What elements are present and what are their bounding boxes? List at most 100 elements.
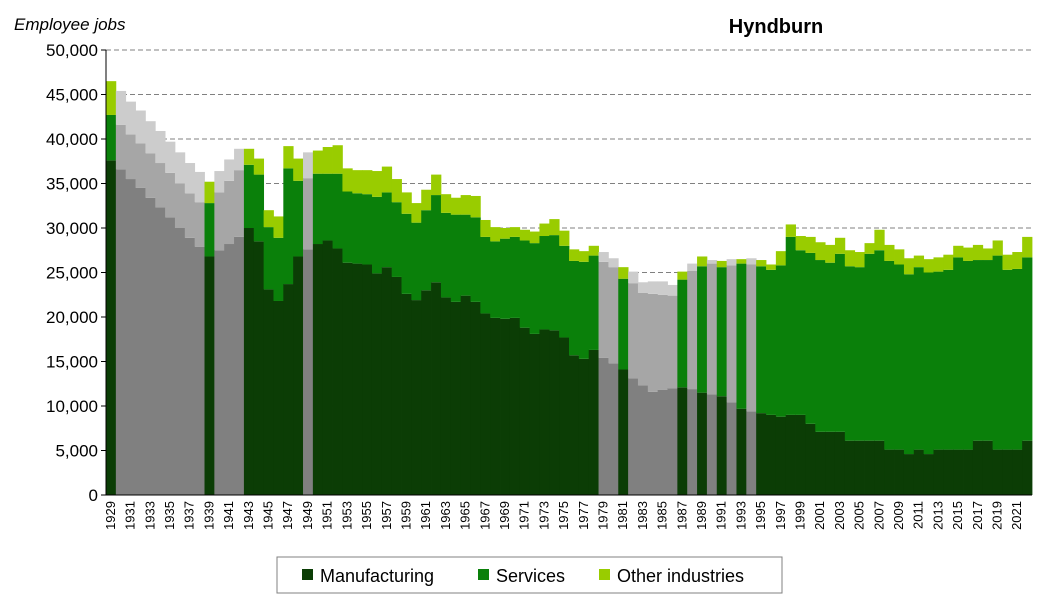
bar-segment	[637, 282, 649, 293]
bar-segment	[598, 252, 609, 262]
bar-segment	[588, 255, 599, 350]
bar-segment	[371, 196, 383, 274]
bar-segment	[391, 276, 402, 495]
bar-segment	[578, 261, 590, 359]
x-tick-label: 2011	[911, 501, 926, 529]
bar-segment	[460, 214, 471, 296]
bar-segment	[470, 217, 481, 302]
bar-segment	[332, 173, 343, 249]
bar-segment	[884, 244, 895, 261]
x-tick-label: 1931	[123, 501, 138, 530]
bar-segment	[785, 414, 796, 495]
bar-segment	[155, 163, 166, 208]
bar-segment	[243, 164, 255, 228]
bar-segment	[450, 197, 462, 215]
bar-segment	[480, 219, 491, 237]
bar-segment	[135, 110, 146, 144]
bar-segment	[214, 171, 225, 193]
x-tick-label: 1943	[241, 501, 256, 530]
bar-segment	[145, 197, 156, 496]
x-tick-label: 1947	[280, 501, 295, 530]
bar-segment	[500, 238, 511, 319]
x-tick-label: 1967	[477, 501, 492, 530]
bar-segment	[775, 416, 787, 495]
bar-segment	[401, 213, 412, 294]
x-tick-labels: 1929 1931 1933 1935 1937 1939 1941 1943 1945 1947…	[103, 501, 1024, 530]
bar-segment	[431, 195, 442, 283]
bar-segment	[578, 251, 590, 262]
x-tick-label: 1987	[674, 501, 689, 530]
bar-segment	[637, 385, 649, 495]
bar-segment	[509, 236, 521, 318]
bar-segment	[312, 244, 324, 495]
x-tick-label: 1945	[261, 501, 276, 530]
bar-segment	[283, 168, 294, 285]
bar-segment	[125, 134, 136, 180]
x-tick-label: 1949	[300, 501, 315, 530]
bar-segment	[726, 402, 737, 495]
bar-segment	[578, 358, 590, 495]
x-tick-label: 1995	[753, 501, 768, 530]
bar-segment	[490, 241, 501, 318]
bar-segment	[184, 193, 196, 238]
bar-segment	[283, 284, 294, 495]
bar-segment	[736, 259, 747, 264]
bar-segment	[618, 267, 629, 279]
bar-segment	[677, 387, 688, 495]
bar-segment	[411, 222, 422, 301]
bar-segment	[539, 329, 550, 495]
bar-segment	[440, 194, 452, 213]
axes	[105, 50, 1032, 496]
bar-segment	[815, 260, 826, 432]
bar-segment	[224, 180, 235, 245]
bar-segment	[706, 394, 718, 495]
bar-segment	[972, 260, 984, 441]
bar-segment	[184, 237, 196, 496]
bar-segment	[894, 449, 905, 495]
bar-segment	[569, 260, 580, 356]
x-tick-label: 1983	[635, 501, 650, 530]
bar-segment	[519, 327, 530, 495]
bar-segment	[1002, 269, 1013, 450]
bar-segment	[431, 174, 442, 196]
bar-segment	[953, 245, 964, 258]
bar-segment	[608, 363, 619, 495]
bar-segment	[500, 318, 511, 495]
bar-segment	[312, 173, 324, 245]
legend-label: Manufacturing	[320, 566, 434, 586]
bar-segment	[234, 148, 245, 171]
bar-segment	[687, 389, 698, 495]
x-tick-label: 1973	[536, 501, 551, 530]
bar-segment	[411, 203, 422, 223]
bar-segment	[401, 293, 412, 495]
bar-segment	[293, 180, 304, 257]
bar-segment	[844, 266, 856, 441]
bar-segment	[746, 411, 757, 495]
bar-segment	[559, 230, 570, 246]
bar-segment	[273, 300, 284, 495]
bar-segment	[332, 145, 343, 174]
bar-segment	[539, 236, 550, 330]
bar-segment	[155, 130, 166, 164]
bar-segment	[795, 236, 806, 251]
bar-segment	[431, 282, 442, 495]
x-tick-label: 1959	[399, 501, 414, 530]
legend-swatch	[302, 569, 313, 580]
bar-segment	[667, 295, 678, 389]
y-tick-label: 10,000	[46, 397, 98, 416]
x-tick-label: 2015	[950, 501, 965, 530]
bar-segment	[352, 170, 363, 194]
bar-segment	[480, 313, 491, 495]
bar-segment	[785, 236, 796, 415]
bar-segment	[204, 256, 215, 495]
bar-segment	[854, 252, 865, 268]
bar-segment	[214, 192, 225, 251]
bar-segment	[145, 121, 156, 154]
x-tick-label: 1951	[320, 501, 335, 530]
bar-segment	[687, 263, 698, 271]
bar-segment	[421, 290, 432, 495]
bar-segment	[352, 193, 363, 264]
bar-segment	[194, 171, 205, 203]
y-axis-label: Employee jobs	[14, 15, 126, 34]
